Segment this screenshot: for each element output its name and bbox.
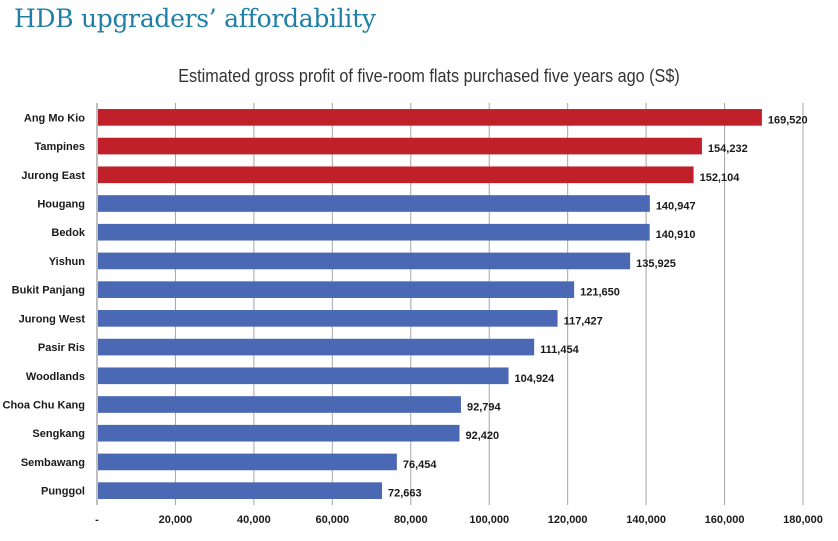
category-label: Punggol: [41, 486, 85, 498]
data-label: 121,650: [580, 287, 620, 299]
bar: [98, 482, 383, 499]
category-label: Bukit Panjang: [12, 285, 85, 297]
bar: [98, 166, 694, 184]
x-tick-label: 160,000: [705, 514, 745, 526]
category-label: Ang Mo Kio: [24, 112, 85, 124]
bar: [98, 109, 762, 126]
bar: [98, 310, 558, 327]
x-tick-label: 20,000: [159, 514, 193, 526]
data-label: 111,454: [540, 344, 579, 356]
data-label: 117,427: [564, 315, 603, 327]
bar: [98, 453, 397, 471]
bar: [98, 195, 650, 212]
data-label: 140,947: [656, 201, 696, 213]
category-label: Choa Chu Kang: [3, 400, 86, 412]
chart-title: Estimated gross profit of five-room flat…: [178, 66, 680, 86]
category-label: Yishun: [49, 256, 86, 268]
bar: [98, 338, 535, 356]
data-label: 140,910: [656, 229, 696, 241]
page-title: HDB upgraders’ affordability: [14, 4, 376, 33]
bar: [98, 424, 460, 442]
category-label: Hougang: [37, 199, 85, 211]
x-tick-label: -: [95, 514, 99, 526]
x-tick-label: 180,000: [783, 514, 823, 526]
data-label: 104,924: [515, 373, 556, 385]
bar: [98, 137, 702, 155]
x-tick-label: 40,000: [237, 514, 271, 526]
category-label: Tampines: [34, 141, 85, 153]
bar: [98, 252, 631, 270]
data-label: 135,925: [636, 258, 676, 270]
bar: [98, 396, 461, 413]
category-label: Jurong West: [19, 313, 86, 325]
data-label: 152,104: [700, 172, 741, 184]
category-label: Sengkang: [32, 428, 85, 440]
bar: [98, 223, 650, 241]
data-label: 154,232: [708, 143, 748, 155]
category-label: Woodlands: [26, 371, 85, 383]
data-label: 72,663: [388, 488, 422, 500]
bar: [98, 281, 575, 298]
bar: [98, 367, 509, 385]
data-label: 92,420: [465, 430, 499, 442]
x-tick-label: 140,000: [626, 514, 666, 526]
x-tick-label: 60,000: [316, 514, 350, 526]
x-tick-label: 80,000: [394, 514, 428, 526]
category-label: Sembawang: [21, 457, 85, 469]
category-label: Bedok: [51, 227, 86, 239]
data-label: 76,454: [403, 459, 438, 471]
category-label: Pasir Ris: [38, 342, 85, 354]
data-label: 169,520: [768, 114, 808, 126]
x-tick-label: 120,000: [548, 514, 588, 526]
category-label: Jurong East: [21, 170, 85, 182]
data-label: 92,794: [467, 402, 502, 414]
x-tick-label: 100,000: [469, 514, 509, 526]
